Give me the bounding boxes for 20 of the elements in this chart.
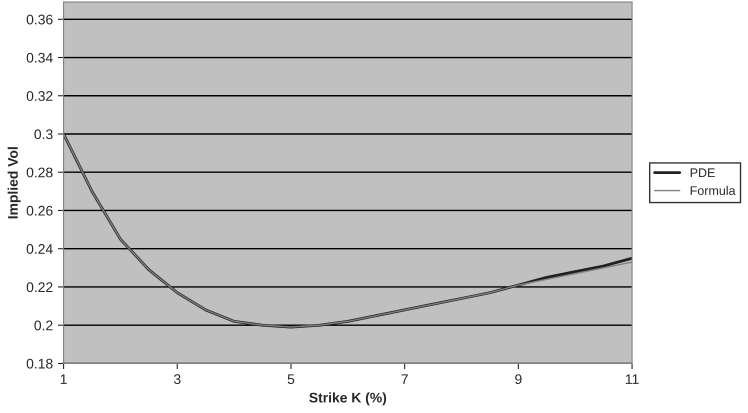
y-tick-label: 0.34 [26,52,53,63]
x-tick-label: 9 [515,374,522,384]
y-tick-label: 0.2 [34,320,52,330]
y-tick-label: 0.28 [26,168,53,178]
y-axis-title: Implied Vol [8,147,21,218]
x-axis-title: Strike K (%) [309,392,386,406]
legend-label: PDE [690,168,715,178]
y-tick-label: 0.18 [26,358,53,369]
x-tick-label: 3 [174,374,181,384]
y-tick-label: 0.32 [26,91,52,101]
x-tick-label: 7 [402,374,408,384]
x-tick-label: 5 [288,374,294,384]
y-tick-label: 0.26 [26,206,53,216]
y-tick-label: 0.36 [26,14,53,24]
y-tick-label: 0.24 [26,244,53,254]
x-tick-label: 1 [60,374,67,384]
y-tick-label: 0.22 [26,282,52,292]
x-tick-label: 11 [626,374,639,384]
y-tick-label: 0.3 [34,129,53,140]
legend-label: Formula [690,186,736,196]
